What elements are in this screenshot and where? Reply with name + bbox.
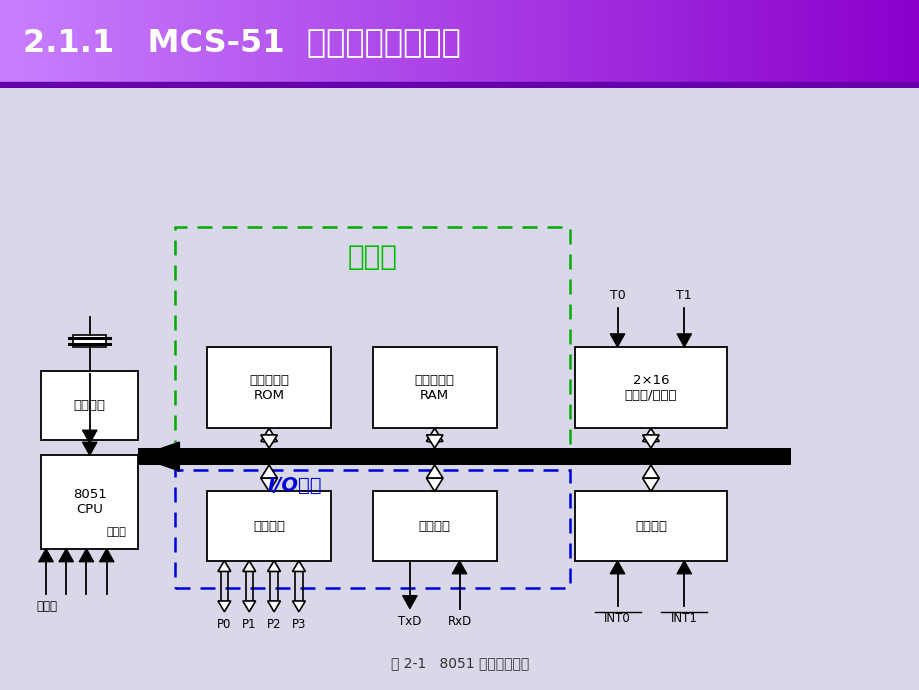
Text: 外中断: 外中断 — [37, 600, 58, 613]
Polygon shape — [426, 478, 443, 491]
Bar — [175, 227, 570, 449]
Polygon shape — [243, 601, 255, 612]
Text: 时钟电路: 时钟电路 — [74, 400, 106, 412]
Text: 2.1.1   MCS-51  单片机的基本组成: 2.1.1 MCS-51 单片机的基本组成 — [23, 27, 460, 58]
Polygon shape — [676, 334, 691, 347]
Polygon shape — [609, 561, 624, 574]
Bar — [41, 455, 138, 549]
Bar — [207, 491, 331, 561]
Polygon shape — [292, 561, 305, 571]
Polygon shape — [641, 435, 659, 448]
Text: 存储器: 存储器 — [347, 243, 397, 270]
Bar — [372, 491, 496, 561]
Bar — [372, 347, 496, 428]
Polygon shape — [426, 465, 443, 478]
Text: I/O接口: I/O接口 — [267, 476, 322, 495]
Polygon shape — [79, 549, 94, 562]
Text: T1: T1 — [675, 289, 691, 302]
Text: 图 2-1   8051 基本组成框图: 图 2-1 8051 基本组成框图 — [391, 656, 528, 670]
Bar — [574, 491, 726, 561]
Text: 串行接口: 串行接口 — [418, 520, 450, 533]
Text: RxD: RxD — [447, 615, 471, 628]
Polygon shape — [218, 561, 231, 571]
Polygon shape — [267, 561, 280, 571]
Polygon shape — [452, 561, 467, 574]
Bar — [574, 347, 726, 428]
Polygon shape — [609, 334, 624, 347]
Polygon shape — [641, 428, 659, 442]
Text: 内中断: 内中断 — [107, 527, 126, 537]
Bar — [74, 335, 107, 347]
Bar — [41, 371, 138, 440]
Polygon shape — [243, 561, 255, 571]
Polygon shape — [218, 601, 231, 612]
Polygon shape — [99, 549, 114, 562]
Polygon shape — [403, 595, 417, 609]
Polygon shape — [138, 442, 179, 471]
Polygon shape — [676, 561, 691, 574]
Bar — [0, 82, 919, 88]
Bar — [207, 347, 331, 428]
Polygon shape — [261, 428, 278, 442]
Text: 数据存储器
RAM: 数据存储器 RAM — [414, 374, 454, 402]
Bar — [138, 448, 790, 465]
Polygon shape — [292, 601, 305, 612]
Polygon shape — [261, 435, 278, 448]
Polygon shape — [261, 478, 278, 491]
Polygon shape — [83, 430, 97, 443]
Text: P0: P0 — [217, 618, 232, 631]
Polygon shape — [641, 465, 659, 478]
Text: TxD: TxD — [398, 615, 421, 628]
Polygon shape — [83, 442, 97, 455]
Polygon shape — [426, 428, 443, 442]
Polygon shape — [641, 478, 659, 491]
Text: 8051
CPU: 8051 CPU — [73, 488, 107, 516]
Text: P1: P1 — [242, 618, 256, 631]
Text: INT0: INT0 — [604, 612, 630, 624]
Bar — [175, 471, 570, 588]
Text: T0: T0 — [609, 289, 625, 302]
Text: 程序存储器
ROM: 程序存储器 ROM — [249, 374, 289, 402]
Polygon shape — [267, 601, 280, 612]
Polygon shape — [39, 549, 53, 562]
Text: 2×16
定时器/计数器: 2×16 定时器/计数器 — [624, 374, 676, 402]
Polygon shape — [261, 465, 278, 478]
Text: 中断系统: 中断系统 — [634, 520, 666, 533]
Text: P2: P2 — [267, 618, 281, 631]
Polygon shape — [59, 549, 74, 562]
Text: INT1: INT1 — [670, 612, 697, 624]
Polygon shape — [426, 435, 443, 448]
Text: P3: P3 — [291, 618, 306, 631]
Text: 并行接口: 并行接口 — [253, 520, 285, 533]
